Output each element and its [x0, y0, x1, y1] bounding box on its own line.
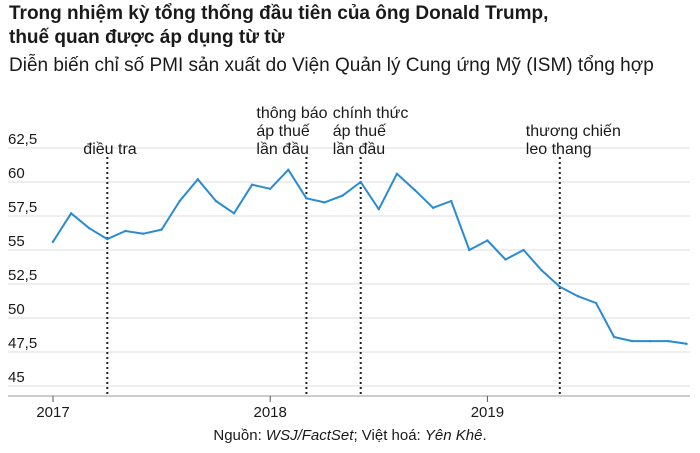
data-point [232, 212, 236, 215]
data-point [305, 197, 308, 200]
data-point [287, 168, 290, 171]
data-point [359, 180, 362, 184]
source-note: Nguồn: WSJ/FactSet; Việt hoá: Yên Khê. [0, 427, 700, 444]
data-point [576, 295, 580, 298]
y-tick-label: 55 [8, 233, 25, 250]
data-point [431, 206, 435, 210]
event-label: thông báo [256, 105, 327, 122]
data-point [504, 258, 507, 261]
event-label: điều tra [83, 141, 136, 158]
data-point [649, 339, 652, 343]
chart-subtitle: Diễn biến chỉ số PMI sản xuất do Viện Qu… [9, 55, 654, 76]
x-tick-label: 2018 [254, 404, 287, 421]
event-label: chính thức [333, 105, 409, 122]
data-point [522, 248, 525, 252]
y-tick-label: 60 [8, 165, 25, 182]
y-tick-label: 50 [8, 301, 25, 318]
y-tick-label: 47,5 [8, 335, 37, 352]
data-point [250, 183, 254, 186]
data-point [377, 208, 380, 211]
source-suffix: . [482, 427, 487, 444]
data-point [486, 239, 489, 242]
data-point [685, 342, 688, 346]
event-label: lần đầu [333, 141, 386, 158]
data-point [540, 269, 543, 272]
translator-name: Yên Khê [424, 427, 483, 444]
data-point [124, 229, 127, 233]
event-label: áp thuế [256, 123, 309, 140]
data-point [667, 339, 670, 343]
event-label: leo thang [526, 141, 592, 158]
data-point [269, 187, 272, 190]
chart-title-line-2: thuế quan được áp dụng từ từ [9, 27, 285, 48]
y-tick-label: 45 [8, 369, 25, 386]
event-label: lần đầu [256, 141, 309, 158]
data-point [413, 188, 417, 192]
y-tick-label: 62,5 [8, 131, 37, 148]
data-point [323, 201, 326, 204]
data-point [160, 228, 163, 231]
event-label: áp thuế [333, 123, 386, 140]
data-point [558, 285, 561, 288]
data-point [468, 248, 471, 252]
data-point [69, 212, 73, 215]
chart-title-line-1: Trong nhiệm kỳ tổng thống đầu tiên của ô… [9, 3, 549, 24]
x-tick-label: 2017 [36, 404, 69, 421]
data-point [214, 199, 218, 203]
data-point [594, 301, 598, 305]
data-point [450, 199, 453, 203]
x-tick-label: 2019 [471, 404, 504, 421]
source-middle: ; Việt hoá: [353, 427, 425, 444]
chart-title: Trong nhiệm kỳ tổng thống đầu tiên của ô… [9, 2, 548, 50]
data-point [196, 178, 199, 181]
series-line [52, 168, 688, 345]
data-point [142, 232, 145, 235]
data-point [178, 199, 181, 203]
data-point [631, 339, 634, 343]
data-point [612, 335, 616, 339]
data-point [106, 237, 109, 241]
source-name: WSJ/FactSet [265, 427, 354, 444]
data-point [341, 194, 344, 197]
data-point [88, 227, 91, 230]
event-label: thương chiến [526, 123, 621, 140]
y-tick-label: 52,5 [8, 267, 37, 284]
data-point [51, 240, 55, 244]
data-point [395, 172, 399, 176]
source-prefix: Nguồn: [213, 427, 266, 444]
y-tick-label: 57,5 [8, 199, 37, 216]
